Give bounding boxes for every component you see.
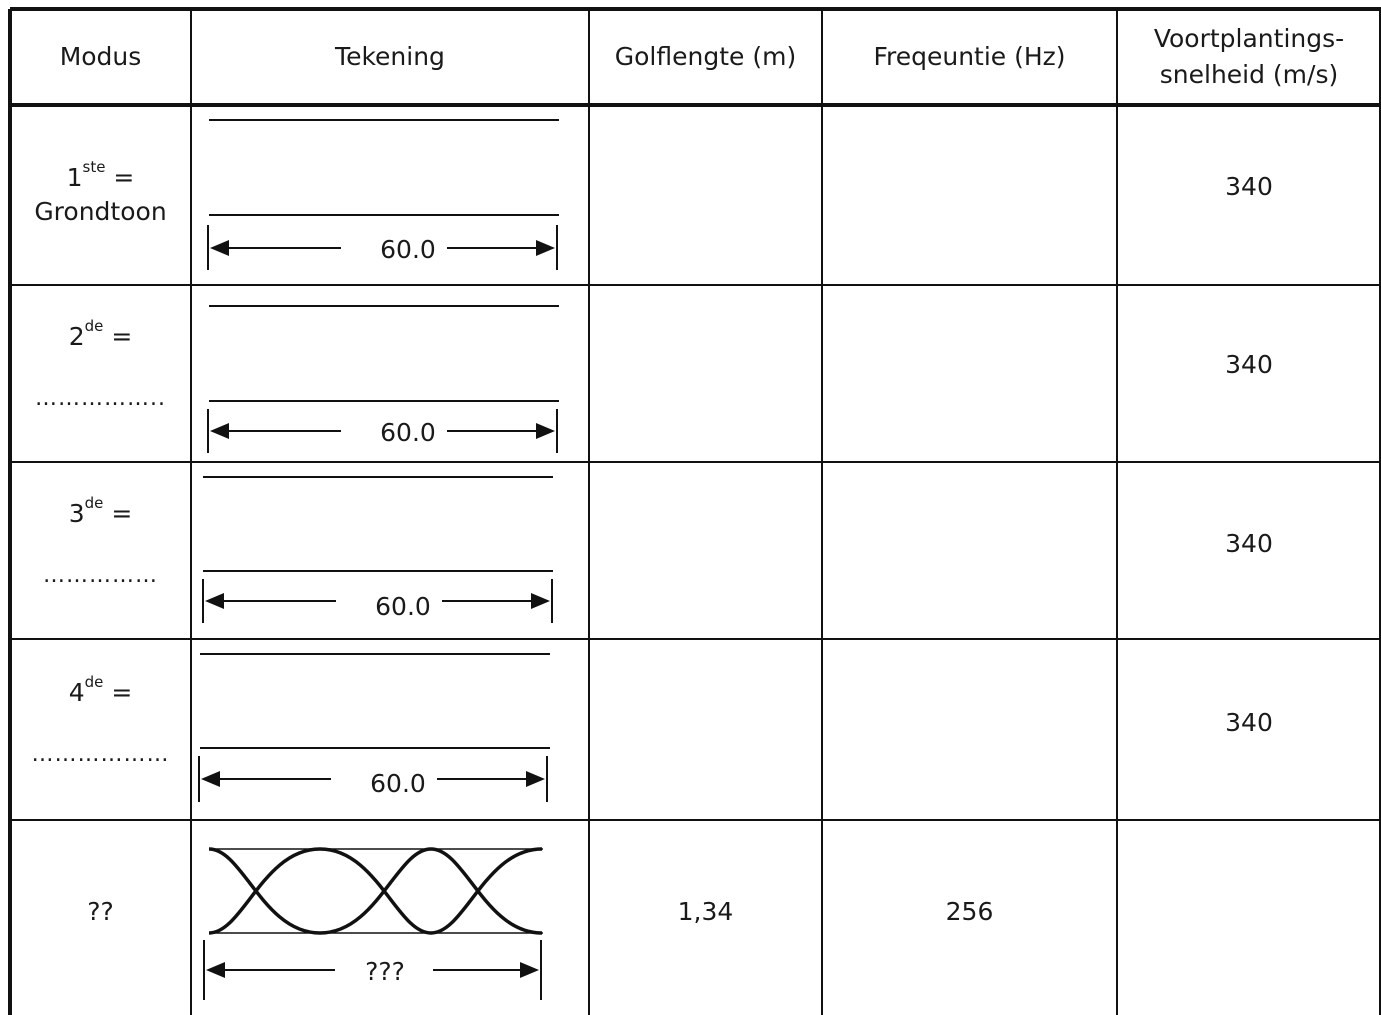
row-5-frequentie: 256 [824, 822, 1115, 1002]
row-5-dimension-label: ??? [365, 957, 405, 986]
row-2-modus: 2de = …………….. [12, 287, 189, 460]
row-3-modus: 3de = …………… [12, 464, 189, 637]
row-3-golflengte [591, 464, 820, 637]
row-5-modus: ?? [12, 822, 189, 1002]
row-1-frequentie [824, 107, 1115, 283]
row-3-frequentie [824, 464, 1115, 637]
row-2-mode-dots: …………….. [35, 385, 166, 411]
row-4-golflengte [591, 641, 820, 818]
row-1-golflengte [591, 107, 820, 283]
row-4-snelheid: 340 [1119, 641, 1379, 805]
row-4-drawing: 60.0 [198, 653, 550, 802]
header-snelheid-line2: snelheid (m/s) [1159, 60, 1339, 89]
row-2-golflengte [591, 287, 820, 460]
header-golflengte-label: Golflengte (m) [614, 42, 797, 72]
row-2-snelheid: 340 [1119, 287, 1379, 442]
header-frequentie-label: Freqeuntie (Hz) [873, 42, 1066, 72]
row-2-drawing: 60.0 [207, 305, 559, 453]
header-modus: Modus [12, 11, 189, 103]
row-1-snelheid: 340 [1119, 107, 1379, 267]
row-2-mode-number: 2de = [68, 316, 133, 351]
row-4-snelheid-value: 340 [1225, 708, 1273, 738]
row-1-dimension-label: 60.0 [380, 235, 436, 264]
row-3-dimension-label: 60.0 [375, 592, 431, 621]
row-3-drawing: 60.0 [202, 476, 553, 623]
row-4-mode-dots: ……………… [31, 741, 170, 767]
row-1-snelheid-value: 340 [1225, 172, 1273, 202]
row-3-mode-number: 3de = [68, 493, 133, 528]
header-golflengte: Golflengte (m) [591, 11, 820, 103]
row-5-golflengte: 1,34 [591, 822, 820, 1002]
header-snelheid-line1: Voortplantings- [1153, 23, 1345, 53]
row-5-mode-label: ?? [87, 897, 114, 927]
row-1-drawing: 60.0 [207, 119, 559, 270]
row-5-golflengte-value: 1,34 [677, 897, 734, 927]
row-2-frequentie [824, 287, 1115, 460]
row-4-mode-number: 4de = [68, 672, 133, 707]
row-4-frequentie [824, 641, 1115, 818]
row-2-dimension-label: 60.0 [380, 418, 436, 447]
header-frequentie: Freqeuntie (Hz) [824, 11, 1115, 103]
header-tekening: Tekening [193, 11, 587, 103]
header-modus-label: Modus [59, 42, 142, 72]
row-3-mode-dots: …………… [43, 562, 158, 588]
row-5-snelheid [1119, 822, 1379, 1002]
row-4-dimension-label: 60.0 [370, 769, 426, 798]
header-snelheid: Voortplantings- snelheid (m/s) [1119, 11, 1379, 103]
row-1-modus: 1ste = Grondtoon [12, 107, 189, 283]
row-3-snelheid: 340 [1119, 464, 1379, 624]
row-1-mode-name: Grondtoon [34, 197, 167, 226]
row-3-snelheid-value: 340 [1225, 529, 1273, 559]
row-1-mode-number: 1ste = [66, 158, 135, 193]
row-5-frequentie-value: 256 [945, 897, 994, 927]
row-2-snelheid-value: 340 [1225, 349, 1273, 379]
standing-wave-envelope [208, 847, 543, 935]
row-4-modus: 4de = ……………… [12, 641, 189, 818]
row-5-drawing: ??? [203, 847, 543, 1000]
header-tekening-label: Tekening [335, 42, 445, 72]
